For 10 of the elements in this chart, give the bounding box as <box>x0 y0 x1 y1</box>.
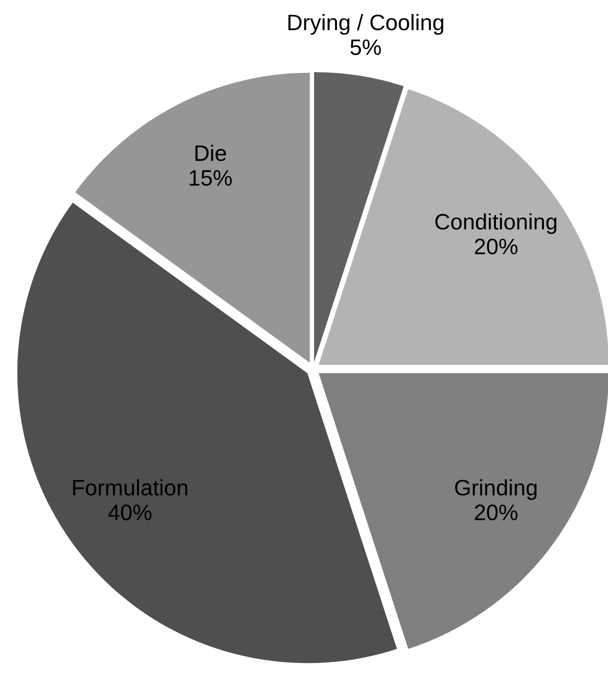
slice-label: Drying / Cooling <box>288 14 444 35</box>
slice-label: Conditioning <box>435 213 556 234</box>
slice-label: Grinding <box>455 479 537 500</box>
slice-label: Die <box>195 144 226 162</box>
data-label: 20% <box>474 504 518 520</box>
data-label: 15% <box>190 170 232 186</box>
slice-label: Formulation <box>73 479 188 496</box>
data-label: 5% <box>350 39 381 56</box>
data-label: 40% <box>108 504 152 520</box>
data-label: 20% <box>474 238 518 254</box>
